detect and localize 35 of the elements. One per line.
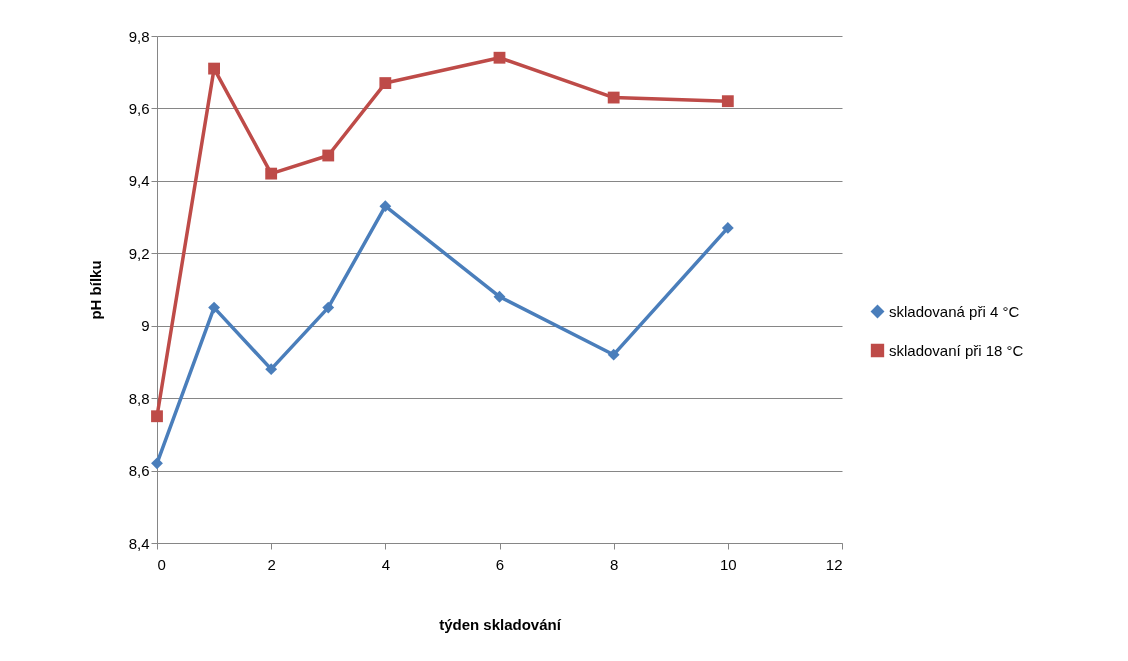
- y-tick-label: 9: [141, 317, 150, 335]
- x-tick-label: 6: [495, 555, 505, 573]
- y-tick-label: 9,8: [128, 27, 150, 45]
- point: [493, 290, 506, 303]
- point: [607, 91, 620, 104]
- y-tick-label: 9,4: [128, 172, 150, 190]
- legend-label: skladovaní při 18 °C: [889, 341, 1024, 359]
- x-tick-label: 12: [825, 555, 843, 573]
- x-tick-label: 10: [719, 555, 737, 573]
- point: [322, 301, 335, 314]
- point: [265, 167, 278, 180]
- point: [322, 149, 335, 162]
- x-tick-label: 8: [609, 555, 619, 573]
- point: [151, 457, 163, 470]
- point: [208, 62, 220, 75]
- point: [721, 222, 734, 234]
- y-tick-label: 9,6: [128, 99, 150, 117]
- y-tick-label: 8,8: [128, 389, 150, 407]
- x-tick-label: 2: [267, 555, 276, 573]
- point: [265, 363, 278, 376]
- point: [721, 95, 734, 108]
- y-tick-label: 9,2: [128, 244, 150, 262]
- point: [379, 77, 392, 89]
- point: [151, 410, 163, 423]
- y-axis-title: pH bílku: [86, 260, 104, 320]
- x-tick-label: 0: [157, 555, 166, 573]
- x-axis-title: týden skladování: [439, 615, 562, 633]
- x-tick-label: 4: [381, 555, 391, 573]
- point: [379, 200, 392, 213]
- y-tick-label: 8,4: [128, 534, 150, 552]
- legend-label: skladovaná při 4 °C: [889, 302, 1020, 320]
- point: [208, 301, 220, 314]
- point: [607, 348, 620, 361]
- y-tick-label: 8,6: [128, 462, 150, 480]
- point: [493, 51, 506, 64]
